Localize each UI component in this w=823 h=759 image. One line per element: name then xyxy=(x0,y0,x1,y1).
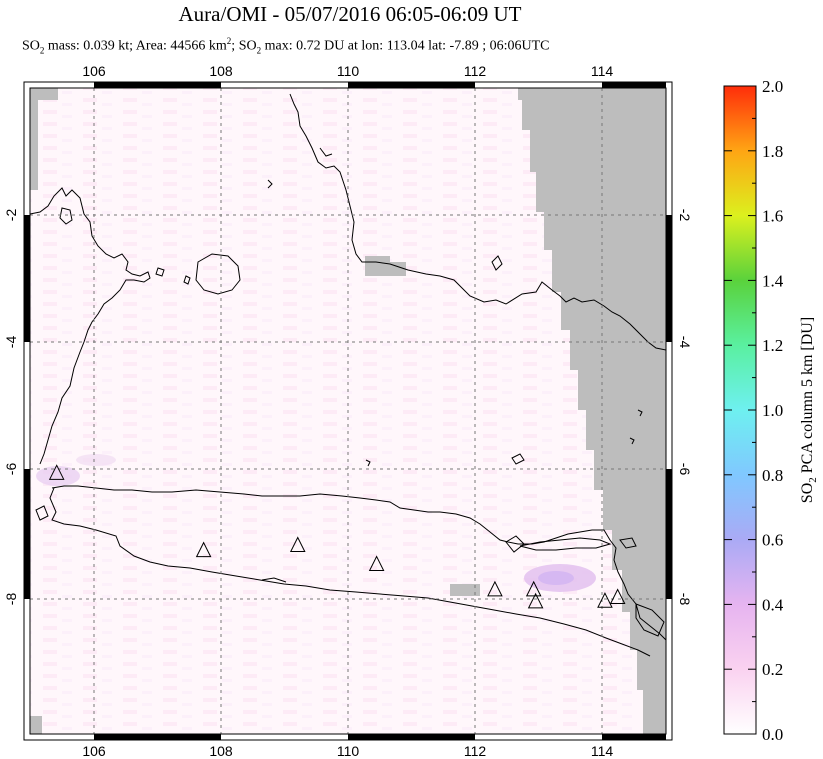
colorbar-tick-label: 1.8 xyxy=(762,142,783,161)
left-tick-m2: -2 xyxy=(3,209,19,222)
colorbar-tick-label: 2.0 xyxy=(762,77,783,96)
coast-belitung xyxy=(195,253,241,295)
coast-karimun xyxy=(365,459,371,467)
colorbar-title: SO2 PCA column 5 km [DU] xyxy=(799,317,819,503)
coast-java-north xyxy=(51,485,666,641)
colorbar-tick-label: 1.6 xyxy=(762,207,783,226)
stat-sup: 2 xyxy=(226,36,232,46)
colorbar-ticks: 0.0 0.2 0.4 0.6 0.8 1.0 1.2 1.4 1.6 1.8 2.0 xyxy=(724,77,784,744)
bottom-tick-114: 114 xyxy=(591,743,614,759)
volcano-marker-icon xyxy=(609,588,626,604)
bottom-tick-106: 106 xyxy=(82,743,106,759)
volcano-marker-icon xyxy=(195,541,212,558)
stat-max: max: 0.72 DU at lon: 113.04 lat: -7.89 ;… xyxy=(261,38,550,54)
nodata-patch-central xyxy=(365,256,406,276)
coast-islet-5 xyxy=(637,409,643,417)
top-tick-106: 106 xyxy=(82,63,106,79)
coast-islet-6 xyxy=(629,437,635,445)
coast-surabaya-box xyxy=(505,535,525,553)
coast-islet-3 xyxy=(267,179,273,189)
left-tick-m6: -6 xyxy=(3,463,19,476)
coast-bawean xyxy=(511,453,525,465)
graticule xyxy=(30,88,666,734)
coast-ujungkulon xyxy=(35,505,49,521)
stat-sub: 2 xyxy=(39,45,45,56)
volcano-markers xyxy=(48,464,626,609)
bottom-tick-108: 108 xyxy=(209,743,233,759)
map-plot-area xyxy=(30,88,666,734)
volcano-marker-icon xyxy=(525,580,542,597)
volcano-marker-icon xyxy=(368,555,385,572)
map-subtitle: SO2 mass: 0.039 kt; Area: 44566 km2; SO2… xyxy=(22,36,550,55)
colorbar-tick-label: 1.4 xyxy=(762,271,784,290)
coast-islet-2 xyxy=(183,275,191,285)
coast-sumatra xyxy=(30,187,151,465)
map-title: Aura/OMI - 05/07/2016 06:05-06:09 UT xyxy=(178,2,522,26)
left-tick-m4: -4 xyxy=(3,336,19,349)
coast-nusakambangan xyxy=(261,577,287,583)
stat-mass-area: mass: 0.039 kt; Area: 44566 km xyxy=(44,38,227,54)
coast-islet-4 xyxy=(491,255,503,271)
colorbar-tick-label: 0.4 xyxy=(762,595,784,614)
colorbar-tick-label: 0.2 xyxy=(762,660,783,679)
volcano-marker-icon xyxy=(487,580,503,597)
top-tick-112: 112 xyxy=(464,63,487,79)
coast-borneo-river xyxy=(319,147,333,157)
colorbar-tick-label: 1.0 xyxy=(762,401,783,420)
right-tick-m4: -4 xyxy=(677,336,693,349)
right-tick-m8: -8 xyxy=(677,593,693,606)
coast-bali xyxy=(635,603,665,637)
colorbar-tick-label: 1.2 xyxy=(762,336,783,355)
map-frame xyxy=(23,81,673,741)
stat-sep: ; xyxy=(231,38,239,54)
coast-borneo xyxy=(289,93,666,351)
right-tick-m6: -6 xyxy=(677,463,693,476)
colorbar-tick-label: 0.6 xyxy=(762,531,783,550)
nodata-strip-sw xyxy=(30,716,42,734)
stat-so2-label: SO xyxy=(22,38,40,54)
volcano-marker-icon xyxy=(289,536,306,553)
coast-kangean xyxy=(619,537,637,549)
axis-labels: 106 108 110 112 114 106 108 110 112 114 … xyxy=(3,63,693,759)
so2-plume-west xyxy=(36,466,80,486)
coast-bangka xyxy=(59,207,73,225)
top-tick-110: 110 xyxy=(337,63,360,79)
top-tick-108: 108 xyxy=(209,63,233,79)
volcano-marker-icon xyxy=(597,592,613,608)
stat-sub-2: 2 xyxy=(256,45,262,56)
nodata-patch-south xyxy=(450,584,480,596)
coast-java-south xyxy=(49,487,651,657)
left-tick-m8: -8 xyxy=(3,593,19,606)
nodata-region-east xyxy=(518,88,666,734)
top-tick-114: 114 xyxy=(591,63,614,79)
bottom-tick-112: 112 xyxy=(464,743,487,759)
bottom-tick-110: 110 xyxy=(337,743,360,759)
coastlines xyxy=(30,93,666,657)
volcano-marker-icon xyxy=(48,464,65,480)
coast-islet-1 xyxy=(155,267,165,277)
so2-plume-sunda xyxy=(76,454,116,466)
so2-plume-east-java-core xyxy=(538,571,574,585)
right-tick-m2: -2 xyxy=(677,209,693,222)
colorbar: 0.0 0.2 0.4 0.6 0.8 1.0 1.2 1.4 1.6 1.8 2.0 SO2 PC… xyxy=(723,77,819,744)
coast-madura xyxy=(519,537,612,551)
colorbar-tick-label: 0.0 xyxy=(762,725,783,744)
nodata-region-west xyxy=(30,88,58,190)
colorbar-tick-label: 0.8 xyxy=(762,466,783,485)
volcano-marker-icon xyxy=(527,592,544,609)
stat-so2-label-2: SO xyxy=(238,38,257,54)
